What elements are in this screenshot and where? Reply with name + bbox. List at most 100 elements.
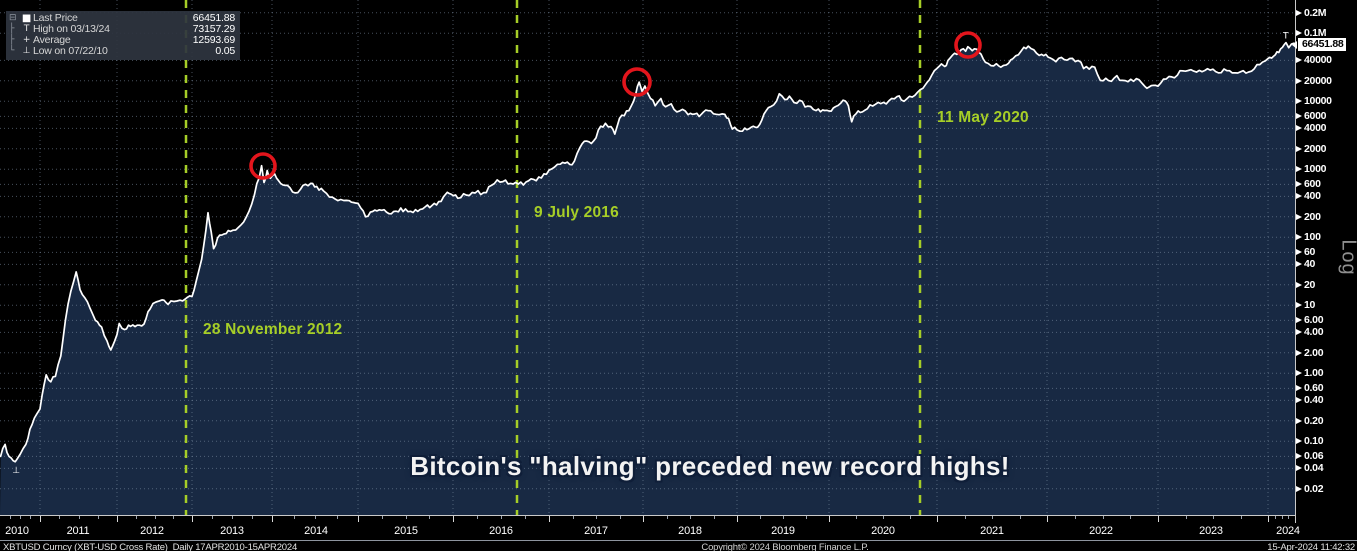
x-tick-minor	[964, 516, 966, 519]
y-tick-label: 0.06	[1304, 450, 1324, 463]
y-tick: 2000	[1296, 142, 1327, 155]
legend-tree-icon: ⊟	[9, 12, 17, 23]
legend-marker-icon: ■	[21, 12, 32, 24]
y-tick-label: 1.00	[1304, 367, 1324, 380]
legend-label: Last Price	[33, 11, 78, 24]
x-tick-minor	[1019, 516, 1021, 519]
tick-arrow-icon	[1296, 417, 1302, 424]
x-tick-minor	[212, 516, 213, 519]
y-tick: 2.00	[1296, 347, 1324, 359]
x-tick-minor	[690, 516, 691, 519]
legend-row[interactable]: └ ⊥ Low on 07/22/10 0.05	[9, 45, 235, 57]
y-tick: 0.02	[1296, 483, 1324, 495]
legend-row[interactable]: ├ T High on 03/13/24 73157.29	[9, 22, 235, 35]
year-label: 2018	[678, 525, 702, 537]
x-axis[interactable]: 2010 2011 2012 2013 2014 2015 2016 2017 2018 2019…	[0, 515, 1300, 541]
x-tick-minor	[525, 516, 526, 519]
x-tick-minor	[10, 516, 11, 519]
y-tick-label: 40	[1304, 258, 1316, 271]
legend-value: 66451.88	[192, 11, 235, 24]
y-tick: 0.20	[1296, 415, 1324, 427]
tick-arrow-icon	[1296, 261, 1302, 268]
x-tick-minor	[1240, 516, 1242, 519]
legend-marker-icon: +	[22, 34, 31, 45]
y-tick-label: 4.00	[1304, 326, 1324, 339]
y-tick-label: 6000	[1304, 110, 1327, 123]
x-tick-minor	[20, 516, 21, 519]
tick-arrow-icon	[1296, 349, 1302, 356]
price-area-fill	[0, 42, 1295, 515]
x-tick-major	[549, 516, 550, 522]
tick-arrow-icon	[1296, 193, 1302, 200]
last-price-callout-notch	[1292, 41, 1297, 50]
y-tick: 60	[1296, 246, 1315, 258]
tick-arrow-icon	[1296, 317, 1302, 324]
y-tick-label: 2000	[1304, 142, 1327, 155]
x-tick-major	[192, 516, 193, 522]
x-tick-minor	[405, 516, 407, 519]
x-tick-minor	[666, 516, 668, 519]
legend-value: 73157.29	[192, 22, 235, 35]
x-tick-minor	[572, 516, 574, 519]
x-tick-minor	[381, 516, 383, 519]
year-label: 2016	[489, 525, 513, 537]
legend-tree-icon: └	[9, 45, 15, 56]
tick-arrow-icon	[1296, 77, 1302, 84]
year-label: 2021	[980, 525, 1004, 537]
y-tick-label: 10000	[1304, 95, 1332, 108]
low-marker-icon: ⊥	[12, 466, 20, 476]
x-tick-minor	[336, 516, 338, 519]
x-tick-minor	[1288, 516, 1290, 519]
x-tick-minor	[1130, 516, 1132, 519]
x-tick-minor	[713, 516, 715, 519]
tick-arrow-icon	[1296, 453, 1302, 460]
y-tick: 200	[1296, 211, 1321, 223]
x-tick-minor	[1213, 516, 1214, 519]
year-label: 2020	[871, 525, 895, 537]
y-tick: 0.2M	[1296, 7, 1326, 19]
x-tick-minor	[135, 516, 137, 519]
x-tick-major	[1268, 516, 1269, 522]
tick-arrow-icon	[1296, 234, 1302, 241]
y-tick: 0.40	[1296, 394, 1324, 406]
y-tick: 0.1M	[1296, 27, 1326, 39]
tick-arrow-icon	[1296, 485, 1302, 492]
x-tick-minor	[883, 516, 884, 519]
tick-arrow-icon	[1296, 281, 1302, 288]
y-tick-label: 10	[1304, 299, 1316, 312]
y-tick: 10	[1296, 299, 1316, 312]
y-tick-label: 1000	[1304, 163, 1327, 176]
legend-box[interactable]: ⊟ ■ Last Price 66451.88 ├ T High on 03/13/24 73…	[6, 11, 240, 60]
y-tick-label: 0.60	[1304, 382, 1324, 395]
x-tick-minor	[30, 516, 31, 519]
y-tick-label: 4000	[1304, 122, 1327, 135]
x-tick-minor	[78, 516, 80, 519]
legend-tree-icon: ├	[9, 34, 15, 45]
x-tick-minor	[992, 516, 993, 519]
legend-tree-icon: ├	[9, 23, 15, 34]
y-tick: 100	[1296, 231, 1321, 243]
halving-peak-circle	[622, 67, 652, 97]
y-tick-label: 20	[1304, 278, 1316, 291]
y-tick: 4000	[1296, 122, 1327, 135]
price-chart-svg: T⊥	[0, 0, 1295, 515]
legend-row[interactable]: ⊟ ■ Last Price 66451.88	[9, 11, 235, 24]
x-tick-major	[829, 516, 830, 522]
tick-arrow-icon	[1296, 145, 1302, 152]
x-tick-minor	[97, 516, 99, 519]
year-label: 2011	[66, 525, 90, 537]
y-tick-label: 400	[1304, 190, 1321, 203]
y-tick-label: 40000	[1304, 54, 1332, 67]
tick-arrow-icon	[1296, 9, 1302, 16]
x-tick-major	[643, 516, 644, 522]
timestamp: 15-Apr-2024 11:42:32	[1267, 542, 1355, 551]
y-tick: 600	[1296, 178, 1321, 190]
x-tick-major	[117, 516, 118, 522]
year-label: 2017	[584, 525, 608, 537]
y-axis[interactable]: Log 66451.88 0.2M 0.1M 40000 20000 10000 6000…	[1292, 0, 1357, 523]
legend-row[interactable]: ├ + Average 12593.69	[9, 34, 235, 46]
x-tick-major	[272, 516, 273, 522]
chart-plot-area[interactable]: T ⊥ Bitcoin's "halving" preceded new reco…	[0, 0, 1295, 515]
last-price-callout: 66451.88	[1298, 38, 1347, 52]
